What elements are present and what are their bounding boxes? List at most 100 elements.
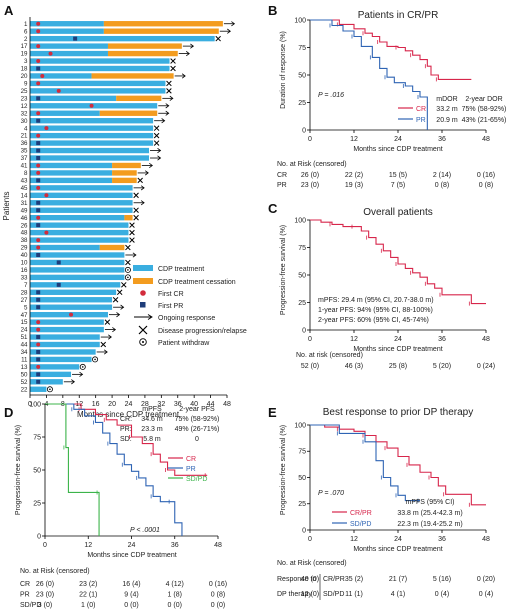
- cdp-bar: [30, 35, 215, 42]
- legend-label: First PR: [158, 303, 183, 310]
- arrow-head-icon: [190, 43, 195, 49]
- first-pr-square: [36, 148, 41, 153]
- patient-id-label: 38: [21, 237, 28, 244]
- first-cr-dot: [36, 364, 41, 369]
- y-tick-label: 50: [33, 467, 41, 474]
- legend-label: CDP treatment cessation: [158, 279, 236, 286]
- patient-id-label: 37: [21, 155, 28, 162]
- panel-b-title: Patients in CR/PR: [358, 10, 439, 21]
- patient-id-label: 32: [21, 110, 28, 117]
- cdp-bar: [30, 43, 108, 49]
- patient-id-label: 8: [24, 170, 28, 177]
- x-tick-label: 16: [92, 401, 100, 408]
- first-cr-dot: [36, 44, 41, 49]
- risk-row-label: CR: [277, 172, 287, 179]
- first-cr-dot: [48, 51, 53, 56]
- stats-head: mPFS: [142, 406, 162, 413]
- first-pr-square: [36, 156, 41, 161]
- panel-d-x-label: Months since CDP treatment: [87, 552, 176, 559]
- cdp-bar: [30, 50, 108, 57]
- panel-c-stat: 1-year PFS: 94% (95% CI, 88-100%): [318, 307, 433, 314]
- stats-cell: 5.8 m: [143, 436, 161, 443]
- panel-c-y-label: Progression-free survival (%): [280, 225, 287, 315]
- risk-cell: 46 (3): [345, 363, 363, 370]
- patient-id-label: 22: [21, 386, 28, 393]
- risk-cell: 16 (4): [122, 581, 140, 588]
- cdp-bar: [30, 162, 113, 169]
- x-tick-label: 24: [394, 536, 402, 543]
- stats-cell: 23.3 m: [141, 426, 163, 433]
- legend-blue-bar-icon: [133, 265, 153, 271]
- cdp-bar: [30, 103, 158, 109]
- panel-b-legend: CR PR: [398, 106, 426, 124]
- risk-cell: 5 (20): [433, 363, 451, 370]
- stats-cell: 20.9 m: [436, 117, 458, 124]
- arrow-head-icon: [161, 118, 166, 124]
- legend-navy-square-icon: [140, 302, 146, 308]
- y-tick-label: 25: [298, 100, 306, 107]
- patient-id-label: 30: [21, 118, 28, 125]
- patient-id-label: 47: [21, 312, 28, 319]
- risk-cell: 26 (0): [301, 172, 319, 179]
- risk-cell: 22 (1): [79, 592, 97, 599]
- withdraw-dot-icon: [81, 366, 84, 368]
- y-tick-label: 0: [302, 527, 306, 534]
- progression-cross-icon: [129, 229, 135, 236]
- arrow-head-icon: [157, 155, 162, 161]
- cdp-bar: [30, 252, 125, 258]
- arrow-head-icon: [140, 200, 145, 206]
- stats-cell: 43% (21-65%): [462, 117, 507, 124]
- risk-cell: 4 (1): [391, 591, 405, 598]
- first-pr-square: [36, 118, 41, 123]
- legend-cr: CR: [186, 456, 196, 463]
- withdraw-dot-icon: [127, 276, 129, 279]
- progression-cross-icon: [125, 259, 131, 266]
- risk-cell: 11 (1): [345, 591, 363, 598]
- swimmer-legend: CDP treatment CDP treatment cessation Fi…: [133, 265, 247, 347]
- legend-cross-icon: [138, 325, 148, 335]
- panel-c-stat: 2-year PFS: 60% (95% CI, 45-74%): [318, 317, 429, 324]
- panel-d-legend: CR PR SD/PD: [168, 456, 207, 483]
- legend-pr: PR: [416, 117, 426, 124]
- x-tick-label: 40: [190, 401, 198, 408]
- progression-cross-icon: [170, 58, 176, 64]
- arrow-head-icon: [157, 148, 162, 154]
- progression-cross-icon: [166, 80, 172, 87]
- panel-b-pvalue: P = .016: [318, 92, 344, 99]
- panel-d-stats-table: mPFS 2-year PFS CR: 34.6 m 75% (58-92%) …: [120, 406, 219, 443]
- cessation-bar: [112, 170, 137, 176]
- x-tick-label: 0: [28, 401, 32, 408]
- patient-id-label: 27: [21, 297, 28, 304]
- panel-e-legend: mPFS (95% CI) CR/PR 33.8 m (25.4-42.3 m)…: [332, 499, 463, 528]
- cessation-bar: [112, 162, 141, 169]
- first-cr-dot: [36, 59, 41, 64]
- stats-cell: SD:: [120, 436, 132, 443]
- legend-pr: PR: [186, 466, 196, 473]
- cdp-bar: [30, 341, 100, 348]
- risk-cell: 0 (8): [211, 592, 225, 599]
- progression-cross-icon: [112, 296, 119, 303]
- cdp-bar: [30, 132, 154, 139]
- panel-letter-d: D: [4, 405, 13, 420]
- km-curve-cr-pr: [310, 424, 486, 506]
- arrow-head-icon: [149, 162, 153, 168]
- first-pr-square: [36, 379, 41, 384]
- risk-cell: 21 (7): [389, 576, 407, 583]
- cdp-bar: [30, 177, 113, 184]
- patient-id-label: 2: [24, 36, 28, 43]
- arrow-head-icon: [169, 95, 174, 101]
- cessation-bar: [99, 110, 158, 116]
- cdp-bar: [30, 95, 117, 102]
- cdp-bar: [30, 65, 170, 72]
- first-cr-dot: [36, 21, 41, 26]
- swimmer-y-label: Patients: [2, 192, 11, 221]
- km-curve-sd-pd: [310, 424, 420, 502]
- cessation-bar: [99, 244, 125, 251]
- patient-id-label: 36: [21, 140, 28, 147]
- progression-cross-icon: [116, 289, 123, 296]
- x-tick-label: 0: [308, 536, 312, 543]
- cdp-bar: [30, 304, 113, 310]
- stats-head: 2-year PFS: [179, 406, 215, 413]
- y-tick-label: 100: [294, 17, 306, 24]
- cdp-bar: [30, 200, 133, 206]
